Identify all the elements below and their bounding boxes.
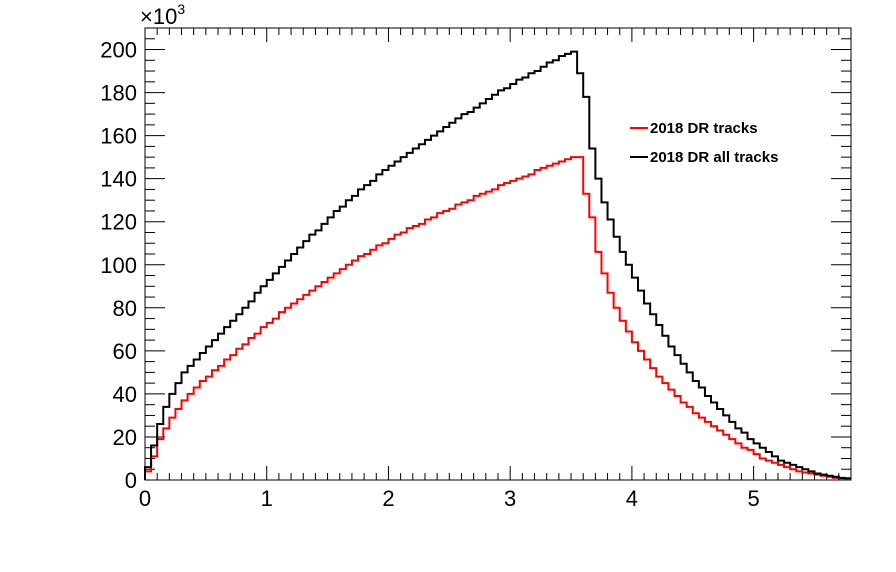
axis-ticks [144,27,852,481]
y-tick-label: 120 [100,210,137,235]
series-line-1 [144,50,851,480]
series-line-0 [144,156,851,480]
frame [144,27,852,481]
y-tick-label: 80 [113,296,137,321]
x-tick-label: 0 [139,486,151,511]
y-tick-label: 180 [100,81,137,106]
axis-tick-labels: 0 1 2 3 4 5 0 20 40 60 80 100 120 140 160 180 200 [100,38,759,511]
y-tick-label: 40 [113,382,137,407]
y-tick-label: 0 [125,468,137,493]
x-tick-label: 4 [626,486,638,511]
y-tick-label: 140 [100,167,137,192]
y-tick-label: 60 [113,339,137,364]
y-tick-label: 200 [100,38,137,63]
y-multiplier: ×103 [140,1,185,29]
y-tick-label: 100 [100,253,137,278]
x-tick-label: 5 [747,486,759,511]
series-group [144,50,851,480]
legend-label-1: 2018 DR all tracks [650,149,778,166]
x-tick-label: 1 [261,486,273,511]
legend: 2018 DR tracks 2018 DR all tracks [630,120,778,166]
y-tick-label: 20 [113,425,137,450]
legend-label-0: 2018 DR tracks [650,120,758,137]
x-tick-label: 2 [382,486,394,511]
y-tick-label: 160 [100,124,137,149]
x-tick-label: 3 [504,486,516,511]
